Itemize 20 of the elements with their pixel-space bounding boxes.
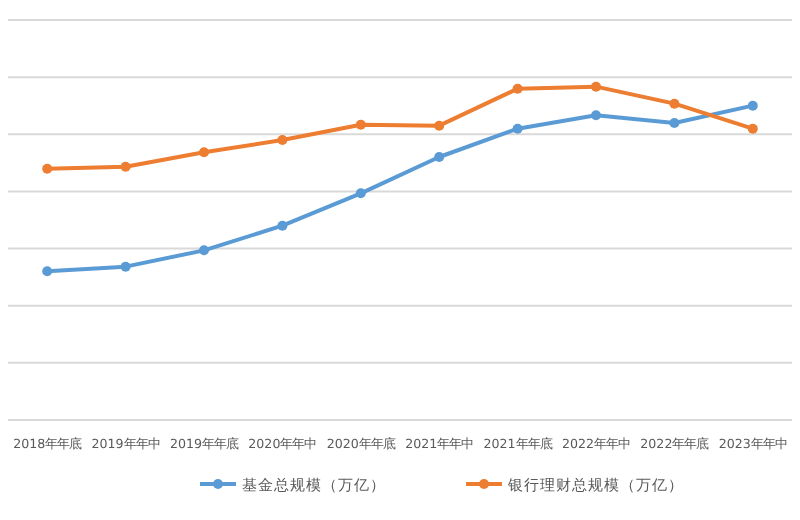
point <box>747 123 758 134</box>
point <box>355 188 366 199</box>
point <box>669 118 680 128</box>
point <box>42 163 53 174</box>
point <box>434 152 445 162</box>
point <box>512 83 523 94</box>
point <box>277 135 288 145</box>
point <box>434 120 445 131</box>
point <box>120 161 131 172</box>
point <box>42 266 53 277</box>
point <box>355 119 366 130</box>
point <box>277 220 288 231</box>
point <box>199 245 209 256</box>
point <box>591 110 601 121</box>
point <box>512 123 523 134</box>
point <box>747 100 758 111</box>
point <box>669 98 680 109</box>
point <box>199 147 209 158</box>
point <box>591 81 601 92</box>
point <box>120 261 131 272</box>
